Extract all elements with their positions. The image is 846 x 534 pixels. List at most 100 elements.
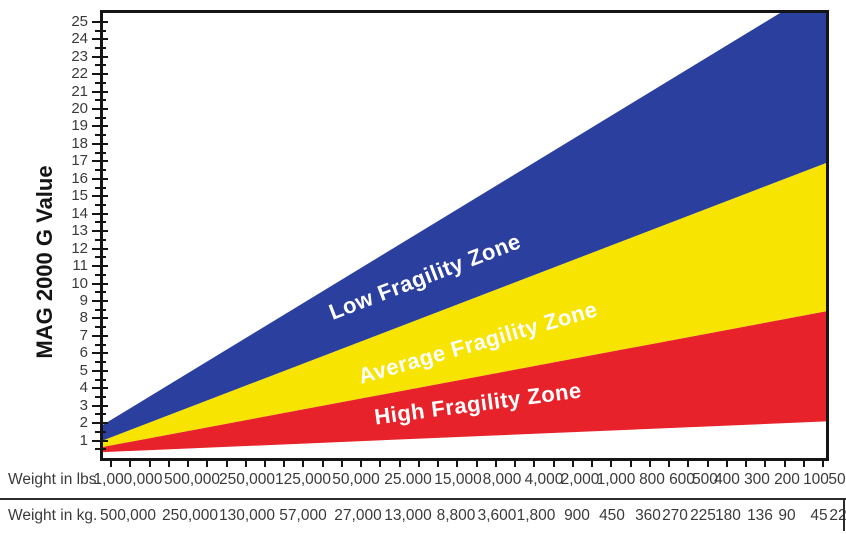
y-axis-minor-tick [95, 430, 106, 433]
y-axis-minor-tick [95, 169, 106, 172]
x-axis-tick [360, 460, 363, 467]
weight-lbs-value: 1,000 [596, 471, 636, 488]
x-axis-tick [571, 460, 574, 467]
weight-lbs-value: 500,000 [163, 471, 221, 488]
y-axis-minor-tick [95, 151, 106, 154]
x-axis-tick [802, 460, 805, 467]
y-axis-minor-tick [95, 116, 106, 119]
y-axis-major-tick [92, 160, 108, 163]
y-axis-minor-tick [95, 238, 106, 241]
x-axis-tick [687, 460, 690, 467]
y-axis-tick-label: 10 [71, 274, 88, 292]
weight-kg-value: 500,000 [99, 507, 157, 524]
x-axis-tick [283, 460, 286, 467]
low-fragility-band [103, 13, 826, 441]
weight-kg-value: 27,000 [334, 507, 382, 524]
weight-kg-value: 45 [810, 507, 828, 524]
weight-lbs-value: 250,000 [218, 471, 276, 488]
y-axis-major-tick [92, 439, 108, 442]
y-axis-major-tick [92, 230, 108, 233]
weight-lbs-value: 4,000 [524, 471, 564, 488]
y-axis-tick-label: 17 [71, 152, 88, 170]
weight-lbs-value: 125,000 [274, 471, 332, 488]
weight-lbs-row-label: Weight in lbs. [8, 471, 101, 488]
x-axis-tick [706, 460, 709, 467]
weight-kg-value: 360 [635, 507, 661, 524]
y-axis-tick-label: 19 [71, 117, 88, 135]
x-axis-tick [591, 460, 594, 467]
y-axis-tick-label: 24 [71, 30, 88, 48]
y-axis-minor-tick [95, 99, 106, 102]
weight-kg-value: 8,800 [436, 507, 476, 524]
x-axis-tick [764, 460, 767, 467]
weight-kg-value: 180 [715, 507, 741, 524]
x-axis-tick [340, 460, 343, 467]
y-axis-minor-tick [95, 361, 106, 363]
x-axis-tick [148, 460, 151, 467]
weight-kg-value: 136 [747, 507, 773, 524]
y-axis-minor-tick [95, 413, 106, 416]
weight-kg-value: 270 [662, 507, 688, 524]
weight-kg-value: 57,000 [279, 507, 327, 524]
weight-kg-value: 450 [599, 507, 625, 524]
x-axis-tick [783, 460, 786, 467]
y-axis-tick-label: 1 [79, 431, 88, 449]
fragility-bands-svg [103, 13, 826, 453]
weight-lbs-value: 15,000 [434, 471, 482, 488]
y-axis-major-tick [92, 212, 108, 215]
weight-lbs-value: 300 [744, 471, 770, 488]
y-axis-major-tick [92, 20, 108, 23]
y-axis-minor-tick [95, 273, 106, 276]
y-axis-major-tick [92, 334, 108, 337]
y-axis-minor-tick [95, 395, 106, 398]
y-axis-tick-label: 18 [71, 134, 88, 152]
y-axis-tick-label: 13 [71, 222, 88, 240]
y-axis-minor-tick [95, 308, 106, 311]
x-axis-tick [514, 460, 517, 467]
y-axis-tick-label: 20 [71, 100, 88, 117]
weight-lbs-value: 500 [692, 471, 718, 488]
weight-lbs-value: 50 [828, 471, 846, 488]
plot-area: Low Fragility Zone Average Fragility Zon… [100, 10, 829, 461]
weight-lbs-value: 1,000,000 [93, 471, 163, 488]
x-axis-tick [456, 460, 459, 467]
x-axis-tick [129, 460, 132, 467]
y-axis-tick-label: 15 [71, 187, 88, 205]
y-axis-tick-label: 12 [71, 239, 88, 257]
y-axis-minor-tick [95, 291, 106, 294]
weight-lbs-value: 600 [669, 471, 695, 488]
y-axis-tick-label: 6 [79, 344, 88, 362]
weight-lbs-value: 8,000 [482, 471, 522, 488]
y-axis-major-tick [92, 55, 108, 58]
rows-separator-line [0, 498, 846, 500]
weight-kg-value: 3,600 [477, 507, 517, 524]
weight-lbs-value: 200 [774, 471, 800, 488]
y-axis-major-tick [92, 142, 108, 145]
x-axis-tick [725, 460, 728, 467]
x-axis-tick [648, 460, 651, 467]
x-axis-tick [494, 460, 497, 467]
x-axis-tick [552, 460, 555, 467]
y-axis-minor-tick [95, 326, 106, 329]
y-axis-tick-label: 8 [79, 309, 88, 327]
y-axis-tick-label: 3 [79, 396, 88, 414]
y-axis-minor-tick [95, 134, 106, 137]
x-axis-tick [745, 460, 747, 467]
y-axis-tick-label: 2 [79, 414, 88, 432]
weight-kg-value: 90 [778, 507, 796, 524]
weight-lbs-value: 2,000 [560, 471, 600, 488]
weight-kg-value: 900 [564, 507, 590, 524]
x-axis-tick [302, 460, 305, 467]
x-axis-tick [110, 460, 112, 467]
y-axis-tick-label: 4 [79, 379, 88, 397]
y-axis-tick-label: 25 [71, 12, 88, 30]
weight-kg-value: 1,800 [516, 507, 556, 524]
table-right-border [843, 500, 845, 531]
weight-kg-value: 22 [829, 507, 846, 524]
y-axis-minor-tick [95, 29, 106, 32]
y-axis-tick-label: 11 [72, 257, 88, 274]
y-axis-minor-tick [95, 204, 106, 206]
x-axis-tick [417, 460, 420, 467]
x-axis-tick [610, 460, 613, 467]
